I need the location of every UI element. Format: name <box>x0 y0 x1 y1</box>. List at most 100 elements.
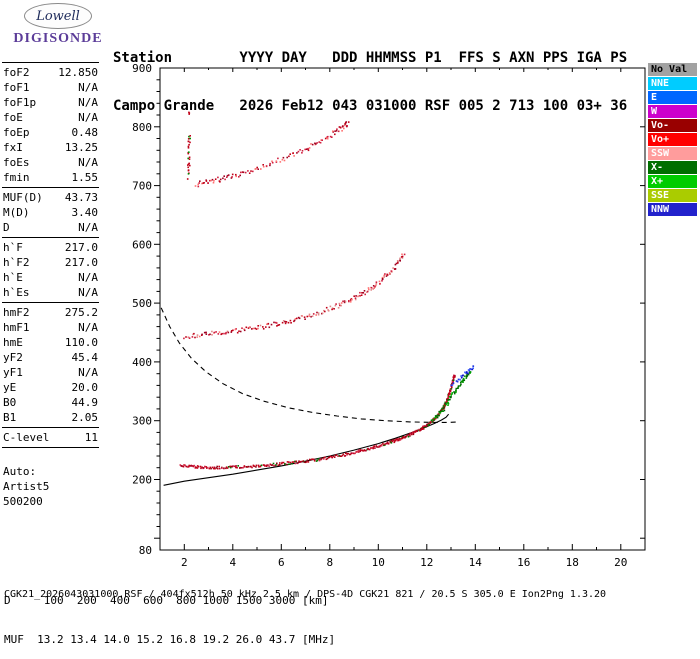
trace-f2-first-hop-o <box>179 374 456 470</box>
param-row: B0 44.9 <box>3 395 98 410</box>
legend-item-vo-: Vo+ <box>648 133 697 146</box>
param-group: hmF2 275.2 hmF1 N/A hmE 110.0 yF2 45.4 yF1 N/A yE 2… <box>2 302 99 427</box>
trace-f2-tip-blue <box>450 365 475 387</box>
transmission-curve <box>160 307 459 423</box>
legend-item-no-val: No Val <box>648 63 697 76</box>
svg-text:800: 800 <box>132 121 152 134</box>
param-value: 0.48 <box>71 126 99 139</box>
param-label: Auto: <box>3 465 37 478</box>
station-header: Station YYYY DAY DDD HHMMSS P1 FFS S AXN… <box>113 18 627 130</box>
param-value: 1.55 <box>71 171 99 184</box>
digisonde-logo: Lowell DIGISONDE <box>4 3 112 47</box>
param-row: h`E N/A <box>3 270 98 285</box>
param-label: foEs <box>3 156 30 169</box>
svg-text:80: 80 <box>139 544 152 557</box>
param-label: C-level <box>3 431 50 444</box>
svg-text:500: 500 <box>132 297 152 310</box>
param-label: 500200 <box>3 495 43 508</box>
param-label: foEp <box>3 126 30 139</box>
param-label: B0 <box>3 396 17 409</box>
param-value: 2.05 <box>71 411 99 424</box>
param-value: 44.9 <box>71 396 99 409</box>
param-value: 43.73 <box>64 191 98 204</box>
file-info-line: CGK21_2026043031000.RSF / 404fx512h 50 k… <box>4 589 607 600</box>
param-value: 12.850 <box>58 66 98 79</box>
param-value: 217.0 <box>64 241 98 254</box>
x-axis-labels: 2 4 6 8 10 12 14 16 18 20 <box>181 556 627 569</box>
param-label: h`Es <box>3 286 30 299</box>
trace-noise-column <box>186 135 191 180</box>
param-label: foF2 <box>3 66 30 79</box>
muf-row: MUF 13.2 13.4 14.0 15.2 16.8 19.2 26.0 4… <box>4 633 336 646</box>
param-value: 217.0 <box>64 256 98 269</box>
svg-text:700: 700 <box>132 180 152 193</box>
parameter-panel: foF2 12.850 foF1 N/A foF1p N/A foE N/A foEp 0.48 f… <box>2 62 99 511</box>
svg-text:8: 8 <box>326 556 333 569</box>
param-value: N/A <box>78 286 98 299</box>
param-label: yE <box>3 381 17 394</box>
trace-second-hop <box>183 253 406 340</box>
digisonde-logo-text: DIGISONDE <box>13 31 103 46</box>
param-label: foF1p <box>3 96 37 109</box>
param-label: hmE <box>3 336 23 349</box>
param-value: 11 <box>84 431 98 444</box>
svg-text:10: 10 <box>372 556 385 569</box>
param-label: fmin <box>3 171 30 184</box>
trace-f2-first-hop-x-tip <box>430 371 472 423</box>
true-height-profile <box>163 413 450 486</box>
param-row: foF2 12.850 <box>3 65 98 80</box>
param-label: hmF1 <box>3 321 30 334</box>
param-row: Auto: <box>3 464 98 479</box>
svg-text:4: 4 <box>229 556 236 569</box>
param-group: foF2 12.850 foF1 N/A foF1p N/A foE N/A foEp 0.48 f… <box>2 62 99 187</box>
param-row: h`F 217.0 <box>3 240 98 255</box>
param-row: C-level 11 <box>3 430 98 445</box>
param-label: MUF(D) <box>3 191 43 204</box>
param-row: foF1 N/A <box>3 80 98 95</box>
param-value: N/A <box>78 156 98 169</box>
param-label: fxI <box>3 141 23 154</box>
svg-text:20: 20 <box>614 556 627 569</box>
param-value: 45.4 <box>71 351 99 364</box>
legend-item-vo-: Vo- <box>648 119 697 132</box>
svg-text:14: 14 <box>469 556 483 569</box>
x-axis-ticks <box>159 68 646 550</box>
param-value: N/A <box>78 221 98 234</box>
ionogram-svg: 900 800 700 600 500 400 300 200 80 2 4 6 8 10 12 14 16 18… <box>132 62 646 569</box>
param-group: h`F 217.0 h`F2 217.0 h`E N/A h`Es N/A <box>2 237 99 302</box>
svg-text:2: 2 <box>181 556 188 569</box>
param-group: C-level 11 <box>2 427 99 448</box>
legend-item-x-: X+ <box>648 175 697 188</box>
param-row: hmF1 N/A <box>3 320 98 335</box>
param-value: N/A <box>78 81 98 94</box>
param-label: h`F <box>3 241 23 254</box>
header-column-titles: Station YYYY DAY DDD HHMMSS P1 FFS S AXN… <box>113 50 628 66</box>
svg-text:900: 900 <box>132 62 152 75</box>
param-row: M(D) 3.40 <box>3 205 98 220</box>
param-row: foEs N/A <box>3 155 98 170</box>
svg-text:600: 600 <box>132 238 152 251</box>
param-row: Artist5 <box>3 479 98 494</box>
lowell-logo-oval: Lowell <box>24 3 92 29</box>
param-label: foF1 <box>3 81 30 94</box>
param-row: yE 20.0 <box>3 380 98 395</box>
svg-text:16: 16 <box>517 556 530 569</box>
y-axis-labels: 900 800 700 600 500 400 300 200 80 <box>132 62 152 557</box>
param-value: N/A <box>78 321 98 334</box>
param-value: 20.0 <box>71 381 99 394</box>
param-label: h`E <box>3 271 23 284</box>
param-group: Auto: Artist5 500200 <box>2 462 99 511</box>
param-row: hmF2 275.2 <box>3 305 98 320</box>
legend-item-ssw: SSW <box>648 147 697 160</box>
svg-text:6: 6 <box>278 556 285 569</box>
muf-distance-table: D 100 200 400 600 800 1000 1500 3000 [km… <box>4 568 335 659</box>
svg-text:400: 400 <box>132 356 152 369</box>
param-row: B1 2.05 <box>3 410 98 425</box>
param-value: N/A <box>78 271 98 284</box>
param-row: fxI 13.25 <box>3 140 98 155</box>
legend-item-sse: SSE <box>648 189 697 202</box>
legend-item-nnw: NNW <box>648 203 697 216</box>
param-row: 500200 <box>3 494 98 509</box>
ionogram-chart: 900 800 700 600 500 400 300 200 80 2 4 6 8 10 12 14 16 18… <box>103 60 651 570</box>
param-value: 3.40 <box>71 206 99 219</box>
